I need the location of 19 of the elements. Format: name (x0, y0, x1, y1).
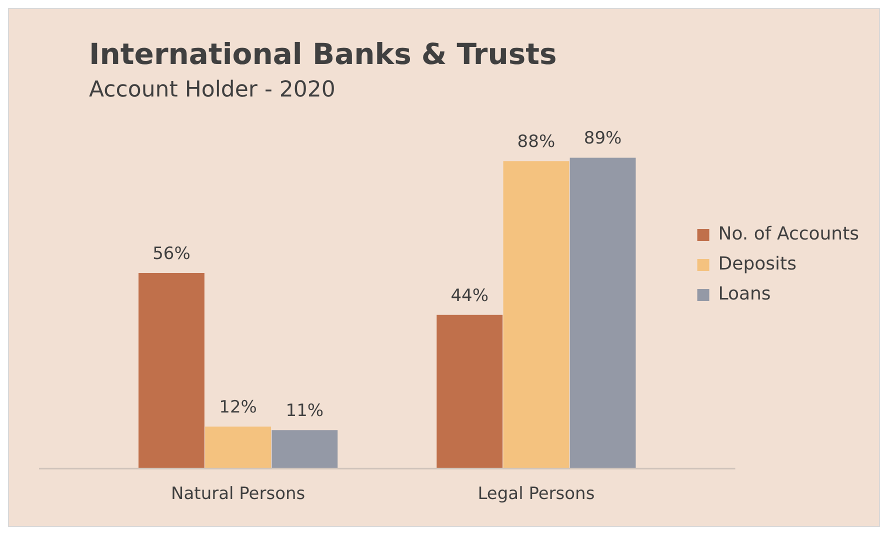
chart-subtitle: Account Holder - 2020 (89, 78, 336, 103)
x-tick-label: Legal Persons (478, 484, 595, 504)
bar (272, 430, 338, 469)
data-label: 12% (219, 398, 257, 418)
data-label: 44% (450, 286, 489, 306)
bar (436, 314, 503, 469)
legend-label: Deposits (718, 254, 796, 275)
bar (205, 426, 272, 469)
data-label: 56% (152, 244, 190, 264)
bar (138, 272, 204, 469)
data-label: 88% (517, 132, 556, 152)
x-tick-label: Natural Persons (171, 484, 306, 504)
legend-label: Loans (718, 284, 771, 305)
data-label: 89% (584, 128, 622, 149)
bar (570, 158, 636, 469)
legend-label: No. of Accounts (718, 224, 860, 245)
chart-title: International Banks & Trusts (89, 36, 557, 71)
data-label: 11% (286, 401, 324, 422)
bar (503, 161, 570, 469)
